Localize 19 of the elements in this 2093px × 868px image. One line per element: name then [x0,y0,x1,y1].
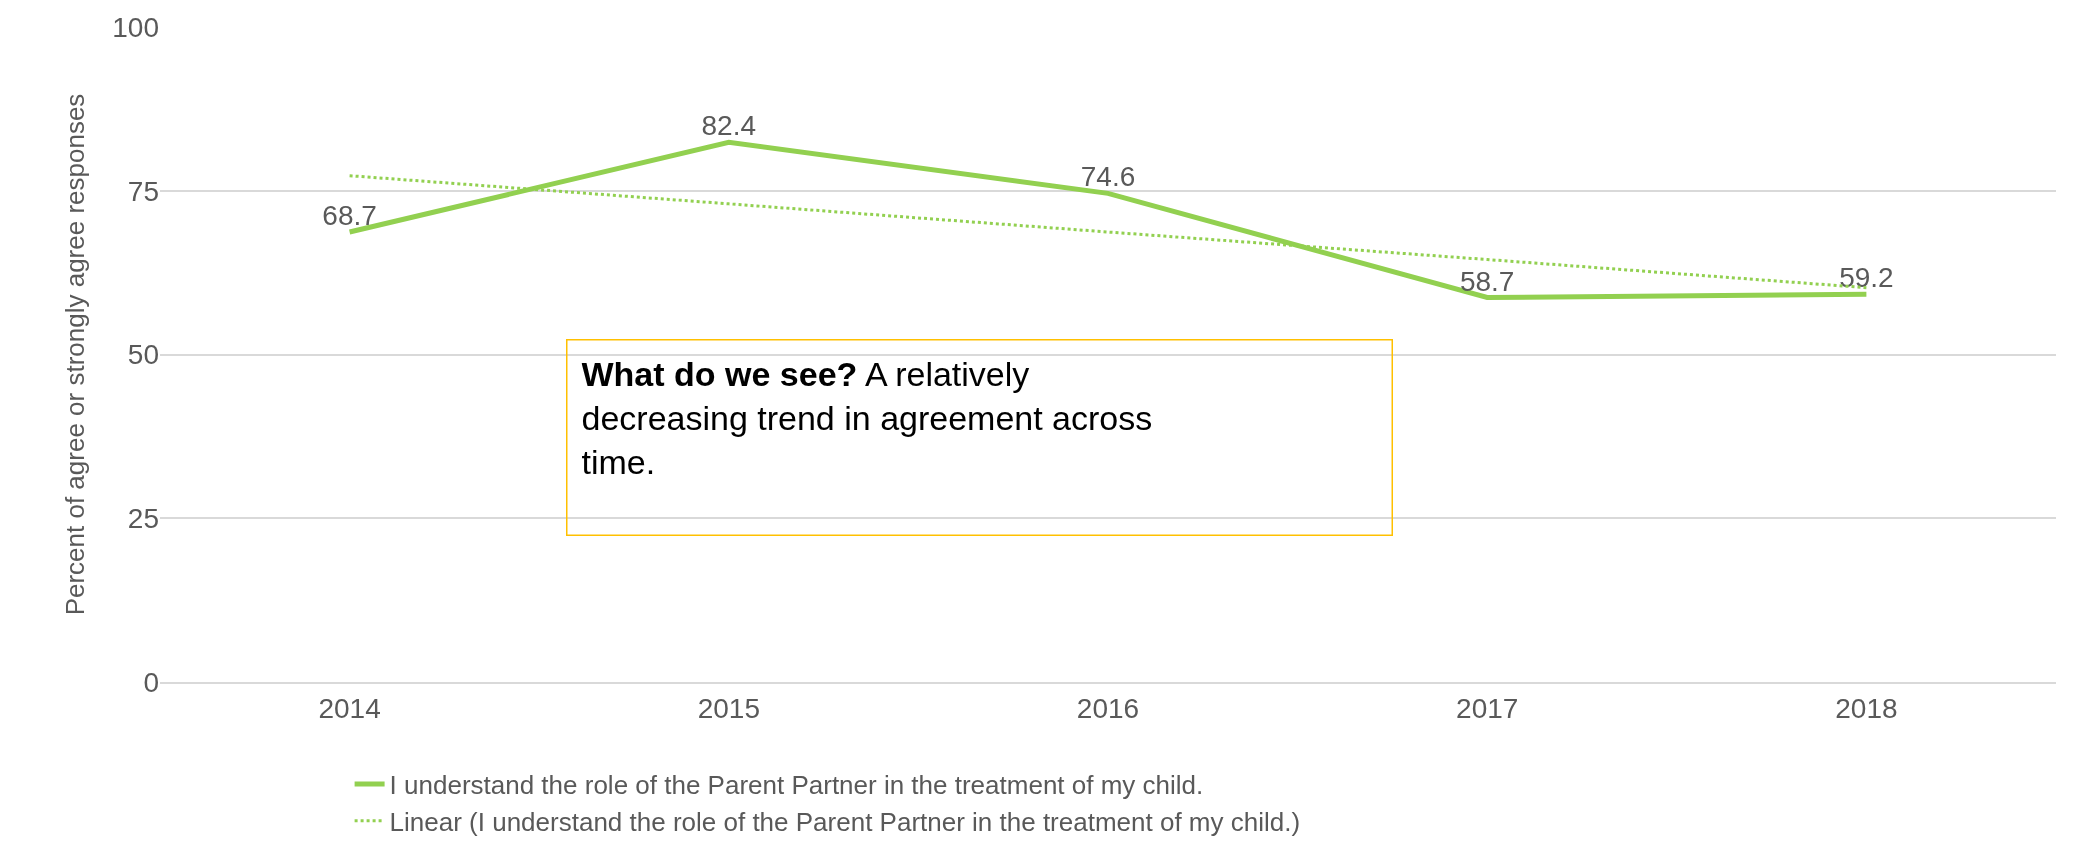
y-axis-title: Percent of agree or strongly agree responses [59,93,90,616]
annotation: What do we see? [581,354,858,393]
y-tick-label: 0 [143,666,159,698]
data-label: 58.7 [1459,265,1515,297]
x-tick-label: 2016 [1076,692,1140,724]
data-label: 68.7 [322,200,377,232]
y-tick-label: 75 [127,175,159,207]
x-tick-label: 2015 [697,692,760,724]
y-tick-label: 25 [127,503,159,535]
legend-label: I understand the role of the Parent Partner in the treatment of my child. [389,770,1204,801]
y-tick-label: 50 [127,339,159,371]
legend-label: Linear (I understand the role of the Parent Partner in the treatment of my child.) [389,806,1301,837]
y-tick-label: 100 [112,11,159,43]
data-label: 74.6 [1080,161,1136,193]
x-tick-label: 2017 [1456,692,1519,724]
x-tick-label: 2014 [318,692,381,724]
x-tick-label: 2018 [1835,692,1898,724]
data-label: 59.2 [1839,262,1894,294]
data-label: 82.4 [701,110,757,142]
